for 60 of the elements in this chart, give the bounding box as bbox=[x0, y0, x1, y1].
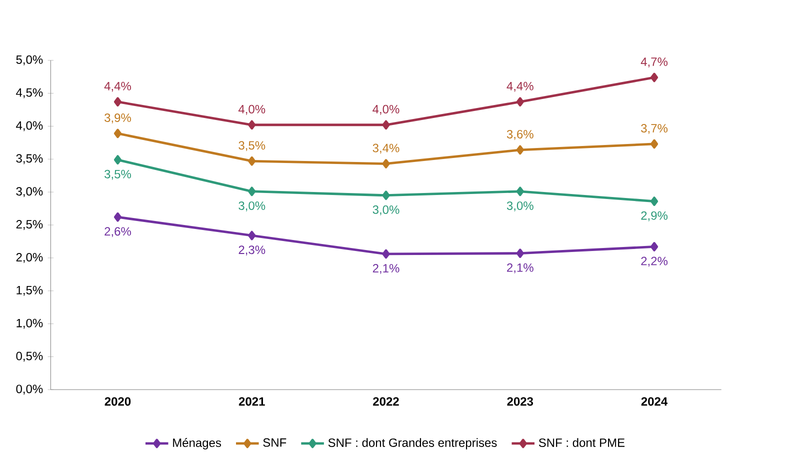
point bbox=[382, 190, 390, 200]
legend-label: SNF bbox=[263, 438, 286, 447]
point bbox=[650, 139, 658, 149]
point bbox=[248, 186, 256, 196]
data-label: 2,9% bbox=[641, 211, 668, 222]
y-tick-label: 4,0% bbox=[16, 121, 43, 132]
point bbox=[516, 145, 524, 155]
y-tick-label: 1,0% bbox=[16, 318, 43, 329]
y-tick-label: 3,5% bbox=[16, 154, 43, 164]
y-tick-label: 3,0% bbox=[16, 187, 43, 198]
x-tick-label: 2020 bbox=[104, 397, 131, 406]
legend-label: SNF : dont Grandes entreprises bbox=[328, 438, 497, 450]
data-label: 2,3% bbox=[238, 246, 266, 256]
data-label: 3,9% bbox=[104, 113, 131, 124]
data-label: 2,2% bbox=[641, 256, 668, 267]
data-label: 4,7% bbox=[640, 58, 668, 68]
point bbox=[650, 242, 658, 252]
x-tick-label: 2024 bbox=[641, 397, 668, 406]
point bbox=[248, 156, 256, 166]
point bbox=[382, 249, 390, 259]
data-label: 4,0% bbox=[372, 104, 400, 115]
point bbox=[516, 97, 524, 106]
data-label: 4,0% bbox=[238, 104, 266, 115]
data-label: 2,1% bbox=[372, 264, 400, 274]
point bbox=[114, 97, 122, 106]
data-label: 3,5% bbox=[238, 141, 266, 152]
point bbox=[114, 212, 122, 222]
point bbox=[650, 72, 658, 82]
data-label: 3,5% bbox=[104, 170, 131, 180]
y-tick-label: 1,5% bbox=[16, 286, 43, 296]
data-label: 3,4% bbox=[372, 144, 400, 154]
data-label: 3,0% bbox=[238, 201, 266, 212]
point bbox=[114, 155, 122, 164]
point bbox=[516, 248, 524, 258]
data-label: 2,6% bbox=[104, 227, 131, 238]
y-tick-label: 2,5% bbox=[16, 220, 43, 230]
y-tick-label: 4,5% bbox=[16, 88, 43, 98]
data-label: 3,0% bbox=[506, 201, 534, 212]
legend-label: SNF : dont PME bbox=[538, 438, 625, 447]
point bbox=[382, 159, 390, 168]
data-label: 3,0% bbox=[372, 205, 400, 216]
point bbox=[650, 196, 658, 206]
data-label: 4,4% bbox=[104, 82, 131, 92]
y-tick-label: 0,5% bbox=[16, 352, 43, 362]
data-label: 3,7% bbox=[641, 124, 668, 134]
point bbox=[516, 186, 524, 196]
legend-label: Ménages bbox=[173, 438, 222, 450]
point bbox=[382, 120, 390, 130]
x-tick-label: 2021 bbox=[238, 397, 265, 406]
data-label: 2,1% bbox=[507, 263, 534, 274]
x-tick-label: 2022 bbox=[373, 397, 399, 406]
data-label: 3,6% bbox=[506, 130, 534, 140]
point bbox=[248, 230, 256, 240]
y-tick-label: 0,0% bbox=[16, 384, 43, 395]
x-tick-label: 2023 bbox=[507, 397, 534, 406]
data-label: 4,4% bbox=[506, 82, 534, 92]
y-tick-label: 2,0% bbox=[16, 252, 43, 263]
point bbox=[114, 128, 122, 138]
y-tick-label: 5,0% bbox=[16, 55, 43, 66]
point bbox=[248, 120, 256, 130]
